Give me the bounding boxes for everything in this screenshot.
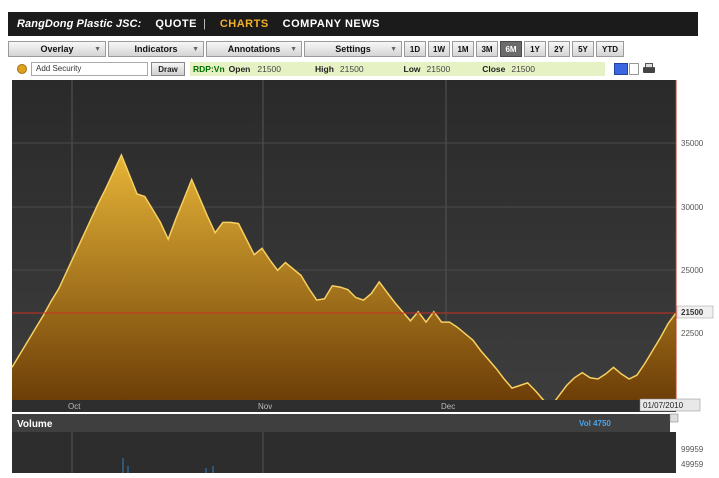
period-3m-button[interactable]: 3M [476,41,498,57]
color-swatch[interactable] [614,63,628,75]
indicators-label: Indicators [134,44,178,54]
period-6m-button[interactable]: 6M [500,41,522,57]
period-ytd-button[interactable]: YTD [596,41,624,57]
annotations-dropdown[interactable]: Annotations ▼ [206,41,302,57]
overlay-dropdown[interactable]: Overlay ▼ [8,41,106,57]
volume-header [12,414,670,432]
security-icon [17,64,27,74]
draw-button[interactable]: Draw [151,62,185,76]
title-bar: RangDong Plastic JSC: QUOTE | CHARTS COM… [8,12,698,36]
settings-label: Settings [335,44,371,54]
period-5y-button[interactable]: 5Y [572,41,594,57]
overlay-label: Overlay [40,44,74,54]
period-1y-button[interactable]: 1Y [524,41,546,57]
low-value: 21500 [426,64,451,74]
period-2y-button[interactable]: 2Y [548,41,570,57]
chevron-down-icon: ▼ [290,45,297,53]
tab-quote[interactable]: QUOTE [155,18,197,30]
tab-separator: | [202,18,206,30]
color-swatch-white[interactable] [629,63,639,75]
y-tick-label: 30000 [681,203,704,212]
close-value: 21500 [511,64,535,74]
high-value: 21500 [339,64,364,74]
company-name: RangDong Plastic JSC: [17,18,142,30]
period-1d-button[interactable]: 1D [404,41,426,57]
volume-y-tick: 99959 [681,445,704,454]
y-tick-label: 35000 [681,139,704,148]
price-area [12,155,676,407]
current-price-label: 21500 [681,308,704,317]
volume-value: Vol 4750 [579,419,611,428]
chart-area: 35000 30000 25000 21500 22500 Oct Nov De… [8,80,719,473]
volume-panel-background [12,432,676,473]
price-chart[interactable]: 35000 30000 25000 21500 22500 Oct Nov De… [8,80,719,473]
low-label: Low [403,64,421,74]
annotations-label: Annotations [227,44,281,54]
add-security-input[interactable]: Add Security [31,62,148,76]
x-tick-label: Oct [68,402,81,411]
printer-icon[interactable] [642,63,656,75]
ticker-symbol: RDP:Vn [193,64,225,74]
chevron-down-icon: ▼ [390,45,397,53]
volume-y-tick: 49959 [681,460,704,469]
price-series [11,153,677,408]
chevron-down-icon: ▼ [192,45,199,53]
y-tick-label: 22500 [681,329,704,338]
open-value: 21500 [257,64,282,74]
x-tick-label: Nov [258,402,272,411]
tab-charts[interactable]: CHARTS [219,18,269,30]
settings-dropdown[interactable]: Settings ▼ [304,41,402,57]
volume-title: Volume [17,419,53,430]
current-price-badge [676,305,714,319]
y-tick-label: 25000 [681,266,704,275]
chevron-down-icon: ▼ [94,45,101,53]
period-1w-button[interactable]: 1W [428,41,450,57]
cursor-icon [683,319,693,329]
quote-summary: RDP:Vn Open 21500 High 21500 Low 21500 C… [190,62,605,76]
open-label: Open [228,64,251,74]
date-label: 01/07/2010 [643,401,684,410]
chart-toolbar: Overlay ▼ Indicators ▼ Annotations ▼ Set… [8,40,698,58]
x-axis-strip [12,400,676,412]
x-tick-label: Dec [441,402,455,411]
close-label: Close [482,64,506,74]
price-line [11,153,677,408]
date-badge [639,398,701,412]
period-1m-button[interactable]: 1M [452,41,474,57]
tab-company-news[interactable]: COMPANY NEWS [282,18,380,30]
volume-collapse-button[interactable] [669,413,679,423]
high-label: High [315,64,334,74]
indicators-dropdown[interactable]: Indicators ▼ [108,41,204,57]
security-bar: Add Security Draw RDP:Vn Open 21500 High… [8,61,698,77]
